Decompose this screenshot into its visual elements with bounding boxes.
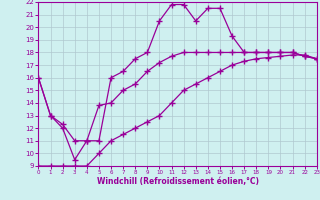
X-axis label: Windchill (Refroidissement éolien,°C): Windchill (Refroidissement éolien,°C) <box>97 177 259 186</box>
